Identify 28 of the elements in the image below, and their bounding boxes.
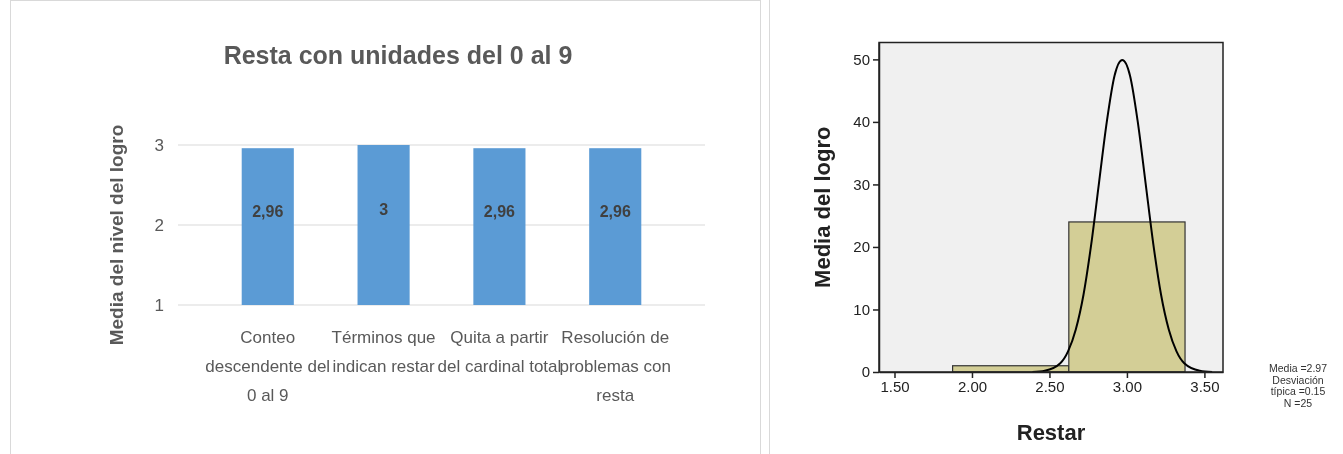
data-label: 2,96 [599,202,631,220]
y-tick-label: 10 [853,300,870,318]
x-tick-label: Términos que indican restar [331,328,436,376]
y-tick-label: 50 [853,50,870,68]
chart-title: Resta con unidades del 0 al 9 [223,41,573,69]
data-label: 2,96 [252,202,284,220]
y-tick-label: 1 [154,295,164,315]
y-tick-label: 0 [861,363,870,381]
x-tick-label: 1.50 [880,377,910,395]
data-label: 3 [379,201,389,218]
y-axis-title: Media del logro [810,126,835,288]
x-tick-label: 2.50 [1035,377,1065,395]
x-tick-label: Resolución de problemas con resta [559,328,671,405]
x-tick-label: 3.00 [1112,377,1143,395]
x-tick-label: 3.50 [1190,377,1220,395]
text: Media =2.97 [1268,362,1328,374]
x-axis-title: Restar [1016,420,1086,445]
y-axis-title: Media del nivel del logro [106,124,127,346]
y-tick-label: 20 [853,238,870,256]
data-label: 2,96 [483,202,516,220]
y-tick-label: 30 [853,175,870,193]
x-tick-label: 2.00 [957,377,988,395]
text: Desviación típica =0.15 [1270,373,1326,397]
y-tick-label: 40 [853,113,870,131]
text: N =25 [1283,396,1313,409]
x-tick-label: Conteo descendente del 0 al 9 [205,328,331,405]
y-tick-label: 3 [154,135,164,155]
y-tick-label: 2 [154,215,164,235]
